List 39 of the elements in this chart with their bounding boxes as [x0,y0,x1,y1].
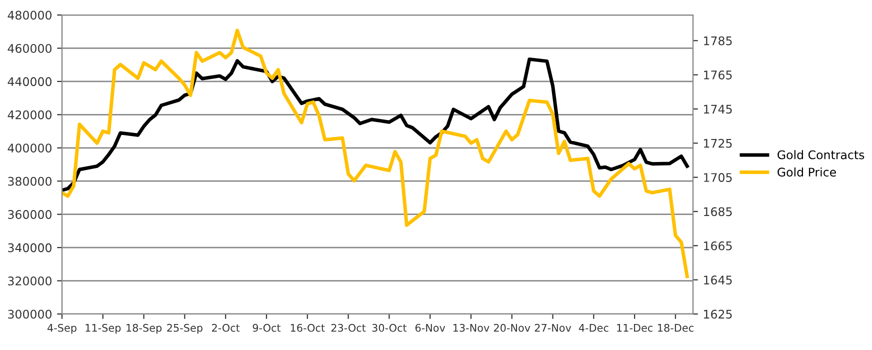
y2-tick-label: 1645 [704,276,732,284]
y-tick-label: 340000 [8,243,52,252]
y-tick-label: 320000 [8,276,52,286]
y2-tick-label: 1745 [704,104,732,114]
y-tick-label: 440000 [8,77,52,86]
x-tick-label: 27-Nov [534,324,572,332]
x-tick-label: 6-Nov [415,324,446,332]
x-tick-label: 4-Dec [578,324,608,332]
x-tick-label: 11-Dec [617,324,653,332]
y2-tick-label: 1685 [704,207,732,216]
x-tick-label: 25-Sep [167,324,202,334]
x-tick-label: 30-Oct [372,324,407,332]
line-series [62,28,689,278]
x-tick-label: 9-Oct [252,324,281,332]
x-tick-label: 18-Dec [658,324,694,332]
y2-tick-label: 1785 [704,36,732,46]
y-tick-label: 420000 [8,110,52,120]
line-series [62,57,689,192]
y-tick-label: 480000 [8,10,52,20]
x-tick-label: 11-Sep [86,324,121,334]
x-tick-label: 16-Oct [290,324,325,332]
y-tick-label: 400000 [8,144,52,153]
y2-tick-label: 1725 [704,138,732,148]
y2-tick-label: 1765 [704,70,732,80]
y2-tick-label: 1665 [704,241,732,250]
x-tick-label: 13-Nov [453,324,490,332]
legend-label: Gold Contracts [778,150,864,160]
y-tick-label: 460000 [8,44,52,53]
y2-tick-label: 1625 [704,310,732,319]
legend-label: Gold Price [778,167,836,177]
x-tick-label: 20-Nov [494,324,530,332]
y2-tick-label: 1705 [704,173,732,182]
x-tick-label: 4-Sep [48,324,76,334]
y-tick-label: 300000 [8,310,52,319]
x-tick-label: 18-Sep [126,324,162,334]
x-tick-label: 23-Oct [331,324,366,332]
y-tick-label: 380000 [8,176,52,186]
y-tick-label: 360000 [8,210,52,219]
x-tick-label: 2-Oct [212,324,240,332]
